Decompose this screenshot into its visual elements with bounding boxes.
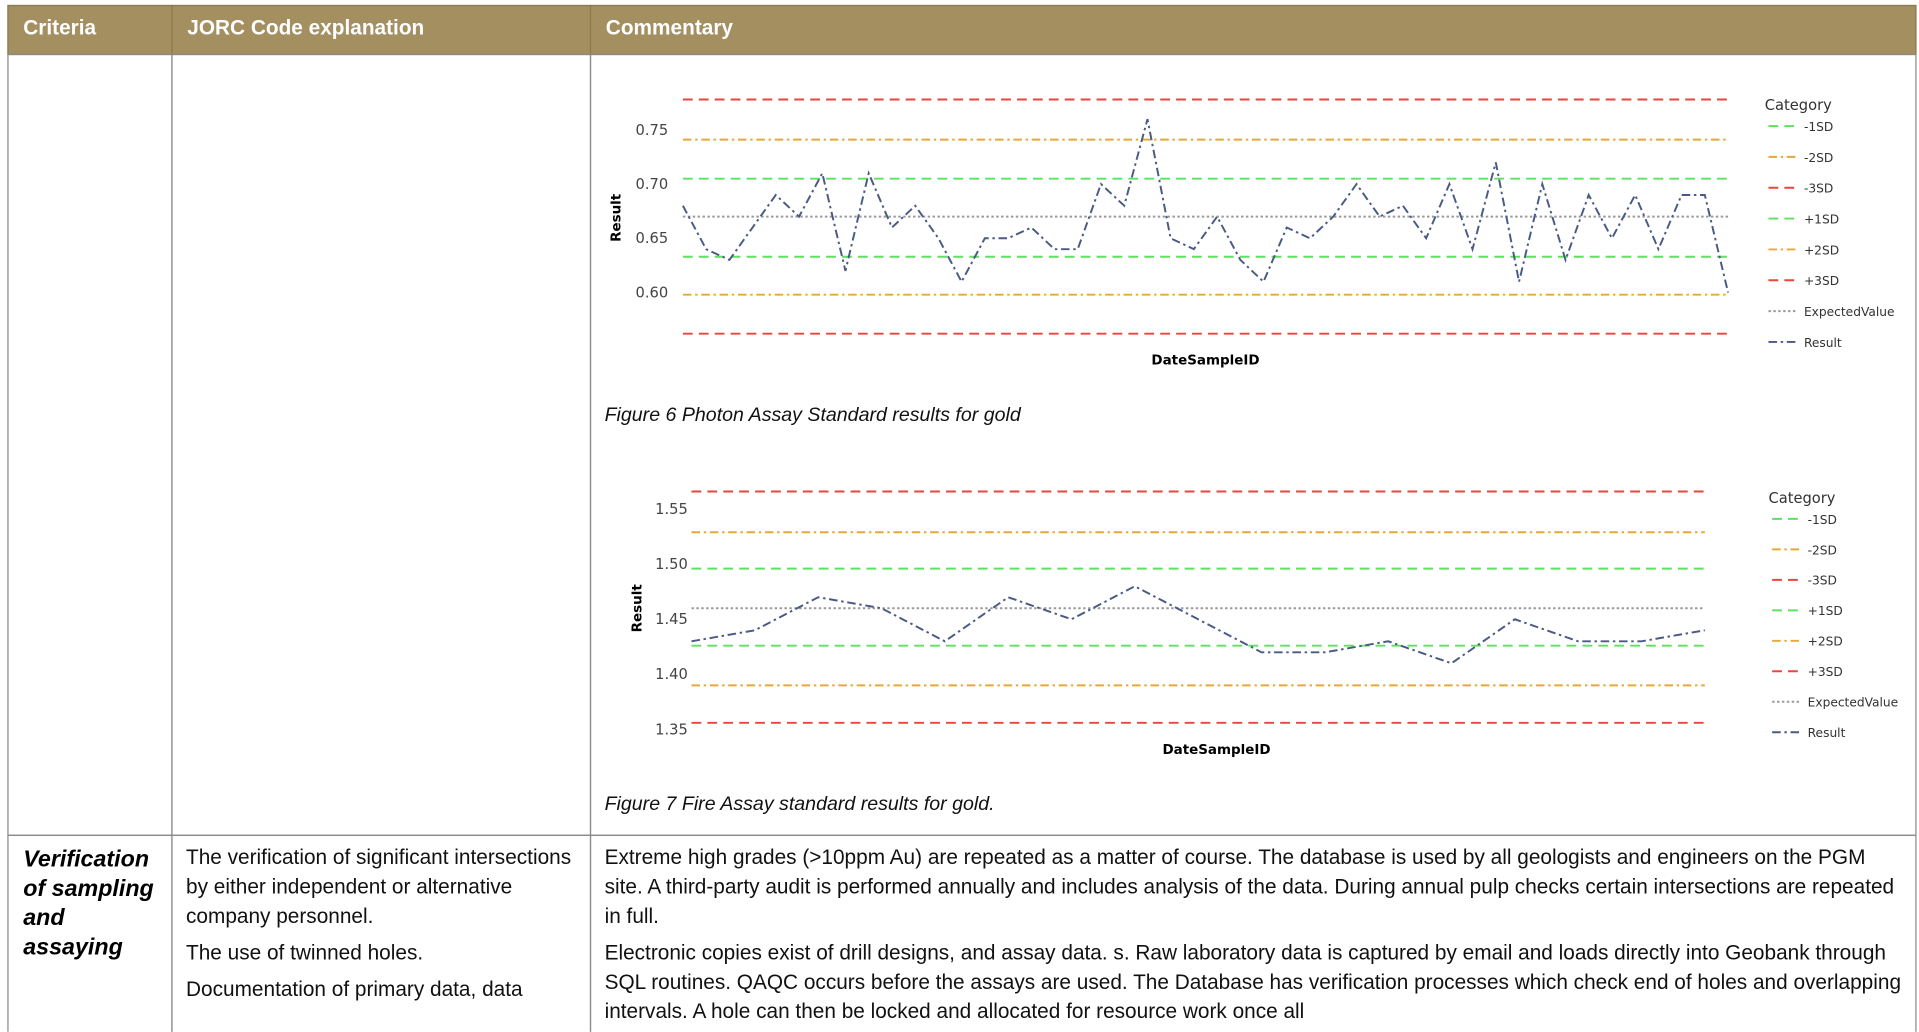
legend-label: +3SD bbox=[1804, 274, 1839, 288]
table-cell bbox=[171, 53, 592, 836]
legend-label: -1SD bbox=[1804, 120, 1833, 134]
legend-label: +2SD bbox=[1808, 635, 1843, 649]
table-cell bbox=[7, 53, 173, 836]
y-axis-title: Result bbox=[630, 584, 645, 633]
y-tick-label: 0.65 bbox=[636, 230, 669, 247]
legend-label: -3SD bbox=[1804, 182, 1833, 196]
paragraph: Extreme high grades (>10ppm Au) are repe… bbox=[604, 845, 1895, 928]
legend-label: -2SD bbox=[1808, 543, 1837, 557]
y-tick-label: 0.75 bbox=[636, 122, 669, 139]
criteria-cell: Verification of sampling and assaying bbox=[7, 834, 173, 1032]
legend-title: Category bbox=[1768, 490, 1835, 507]
y-tick-label: 1.55 bbox=[655, 501, 688, 518]
legend-label: Result bbox=[1808, 726, 1846, 740]
y-tick-label: 1.35 bbox=[655, 721, 688, 738]
result-line bbox=[682, 118, 1730, 293]
commentary-cell: Extreme high grades (>10ppm Au) are repe… bbox=[589, 834, 1917, 1032]
legend-label: +1SD bbox=[1804, 212, 1839, 226]
y-tick-label: 1.40 bbox=[655, 666, 688, 683]
x-axis-title: DateSampleID bbox=[1151, 354, 1259, 369]
paragraph: Documentation of primary data, data bbox=[186, 977, 523, 1002]
header-cell: Commentary bbox=[589, 4, 1917, 56]
legend-label: -3SD bbox=[1808, 574, 1837, 588]
legend-label: -2SD bbox=[1804, 151, 1833, 165]
y-tick-label: 1.45 bbox=[655, 611, 688, 628]
legend-title: Category bbox=[1765, 97, 1832, 114]
paragraph: Electronic copies exist of drill designs… bbox=[604, 941, 1902, 1024]
y-tick-label: 1.50 bbox=[655, 556, 688, 573]
legend-label: Result bbox=[1804, 336, 1842, 350]
result-line bbox=[691, 585, 1705, 665]
legend-label: +3SD bbox=[1808, 665, 1843, 679]
legend-label: +1SD bbox=[1808, 604, 1843, 618]
legend-label: ExpectedValue bbox=[1804, 305, 1895, 319]
paragraph: The use of twinned holes. bbox=[186, 941, 424, 965]
explanation-cell: The verification of significant intersec… bbox=[171, 834, 592, 1032]
x-axis-title: DateSampleID bbox=[1162, 743, 1270, 758]
legend-label: +2SD bbox=[1804, 243, 1839, 257]
chart: 1.35 1.40 1.45 1.50 1.55 Result DateSampleID Ca… bbox=[630, 490, 1899, 758]
figure-caption: Figure 6 Photon Assay Standard results f… bbox=[604, 405, 1021, 426]
y-axis-title: Result bbox=[609, 193, 624, 242]
figure-caption: Figure 7 Fire Assay standard results for… bbox=[604, 794, 995, 816]
y-tick-label: 0.60 bbox=[636, 284, 669, 301]
paragraph: The verification of significant intersec… bbox=[186, 845, 572, 928]
header-cell: Criteria bbox=[7, 4, 173, 56]
legend-label: -1SD bbox=[1808, 513, 1837, 527]
legend-label: ExpectedValue bbox=[1808, 696, 1899, 710]
chart: 0.60 0.65 0.70 0.75 Result DateSampleID Catego… bbox=[609, 97, 1895, 369]
y-tick-label: 0.70 bbox=[636, 176, 669, 193]
header-cell: JORC Code explanation bbox=[171, 4, 592, 56]
